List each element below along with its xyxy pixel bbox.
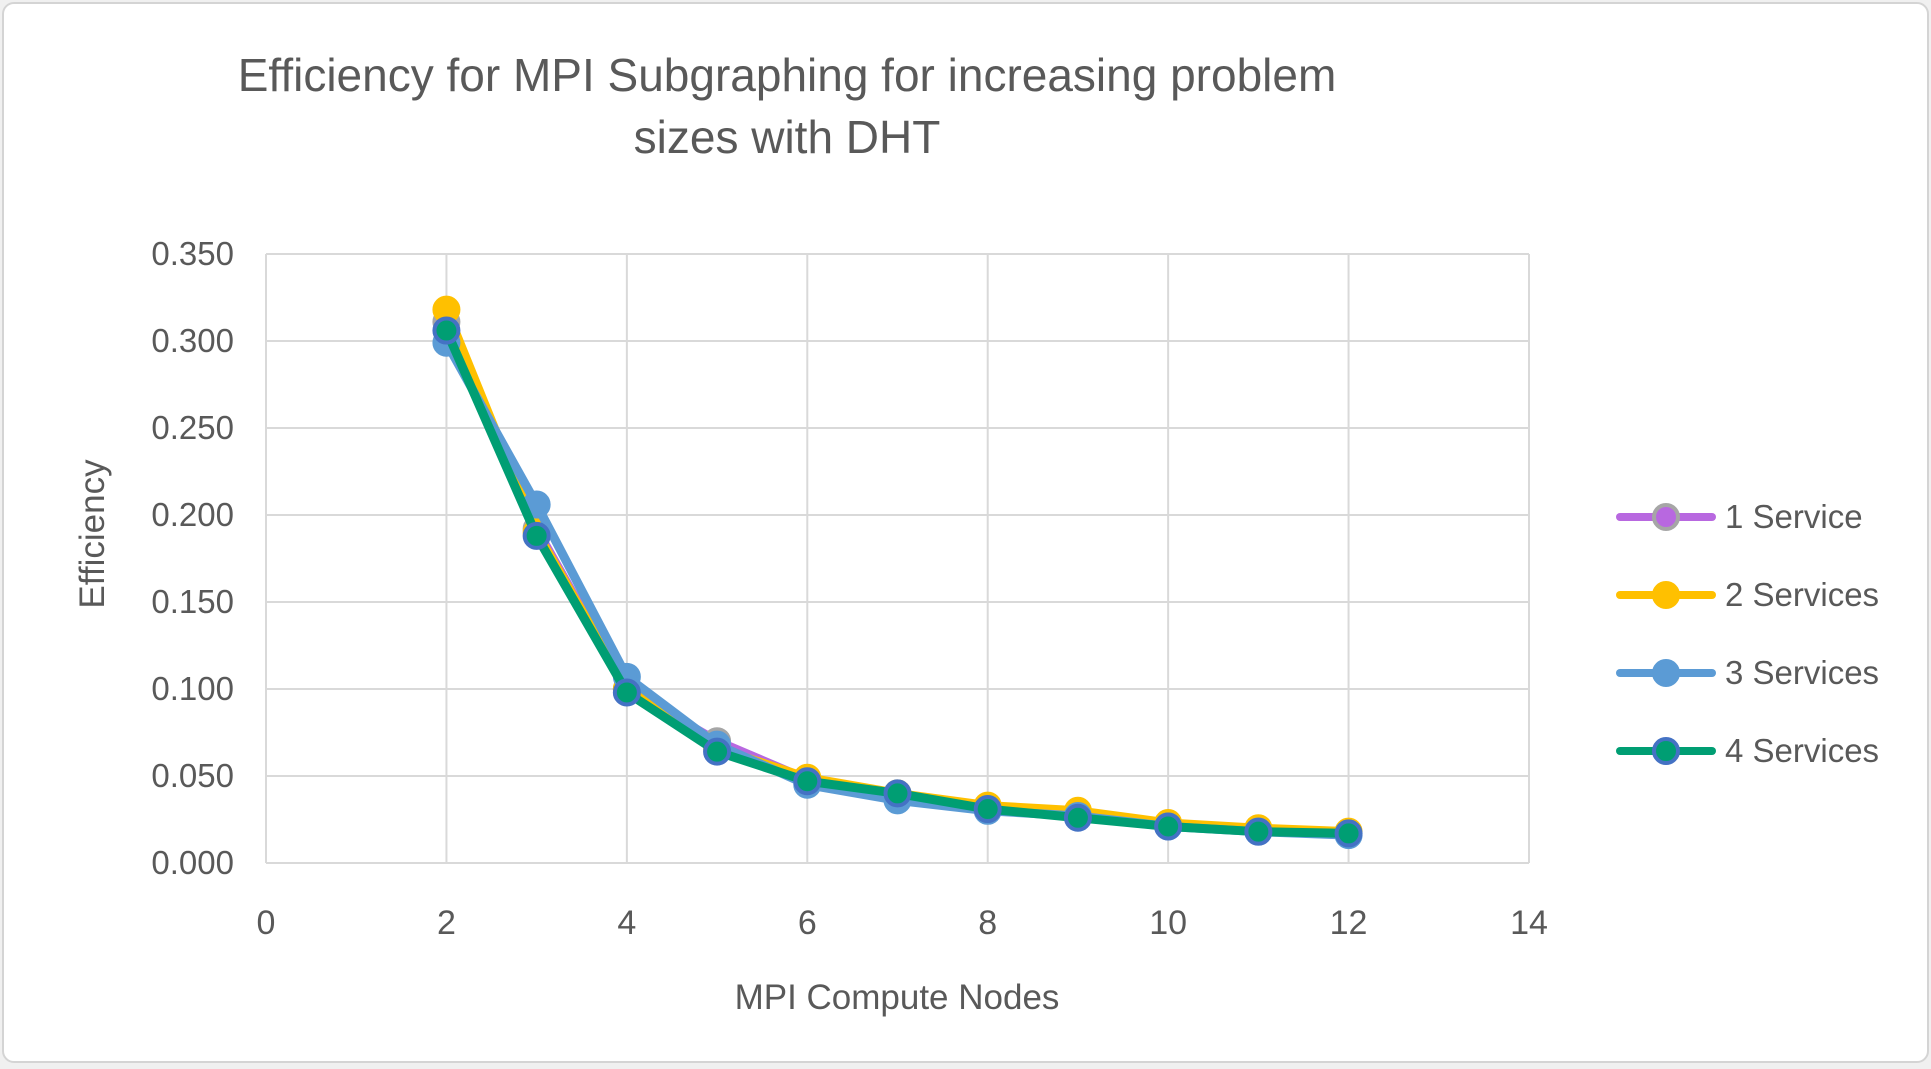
legend-label: 2 Services [1725, 576, 1880, 613]
x-axis-title: MPI Compute Nodes [734, 978, 1060, 1017]
y-tick-label: 0.250 [151, 409, 234, 446]
chart-title: Efficiency for MPI Subgraphing for incre… [4, 44, 1570, 168]
y-tick-label: 0.100 [151, 670, 234, 707]
legend-marker [1652, 581, 1680, 609]
chart-title-line2: sizes with DHT [633, 111, 941, 163]
data-point-marker [1154, 812, 1183, 841]
legend-marker [1652, 659, 1680, 687]
legend-item-3-services: 3 Services [1616, 634, 1879, 712]
legend-marker-icon [1616, 659, 1716, 687]
x-tick-label: 4 [617, 904, 637, 942]
x-tick-label: 6 [797, 904, 817, 942]
data-point-marker [522, 521, 551, 550]
y-tick-label: 0.350 [151, 235, 234, 272]
data-point-marker [1334, 819, 1363, 848]
x-tick-label: 0 [256, 904, 276, 942]
data-point-marker [1244, 817, 1273, 846]
y-tick-label: 0.150 [151, 583, 234, 620]
data-point-marker [973, 795, 1002, 824]
chart-title-line1: Efficiency for MPI Subgraphing for incre… [237, 49, 1337, 101]
legend-label: 4 Services [1725, 732, 1880, 769]
legend-marker-icon [1616, 737, 1716, 765]
legend-marker-icon [1616, 581, 1716, 609]
x-tick-label: 14 [1510, 904, 1548, 942]
data-point-marker [793, 767, 822, 796]
series-line [441, 305, 1354, 837]
data-point-marker [883, 779, 912, 808]
y-axis-title: Efficiency [73, 459, 112, 609]
series-line [441, 317, 1354, 838]
plot-area-svg [265, 253, 1530, 864]
legend-item-4-services: 4 Services [1616, 712, 1879, 790]
legend-item-1-service: 1 Service [1616, 478, 1879, 556]
legend: 1 Service 2 Services 3 Services 4 Services [1616, 478, 1879, 790]
y-tick-label: 0.000 [151, 844, 234, 881]
x-tick-label: 10 [1149, 904, 1188, 942]
gridlines [265, 253, 1530, 864]
series-line [441, 338, 1354, 840]
x-tick-label: 2 [436, 904, 456, 942]
x-tick-label: 12 [1329, 904, 1368, 942]
legend-marker-icon [1616, 503, 1716, 531]
data-point-marker [612, 678, 641, 707]
series-4-services [432, 316, 1363, 848]
legend-label: 3 Services [1725, 654, 1880, 691]
y-tick-label: 0.050 [151, 757, 234, 794]
data-point-marker [1063, 803, 1092, 832]
y-tick-label: 0.300 [151, 322, 234, 359]
data-point-marker [703, 737, 732, 766]
legend-marker [1652, 737, 1680, 765]
x-tick-label: 8 [978, 904, 998, 942]
legend-marker [1652, 503, 1680, 531]
y-tick-label: 0.200 [151, 496, 234, 533]
data-point-marker [432, 316, 461, 345]
legend-label: 1 Service [1725, 498, 1863, 535]
legend-item-2-services: 2 Services [1616, 556, 1879, 634]
